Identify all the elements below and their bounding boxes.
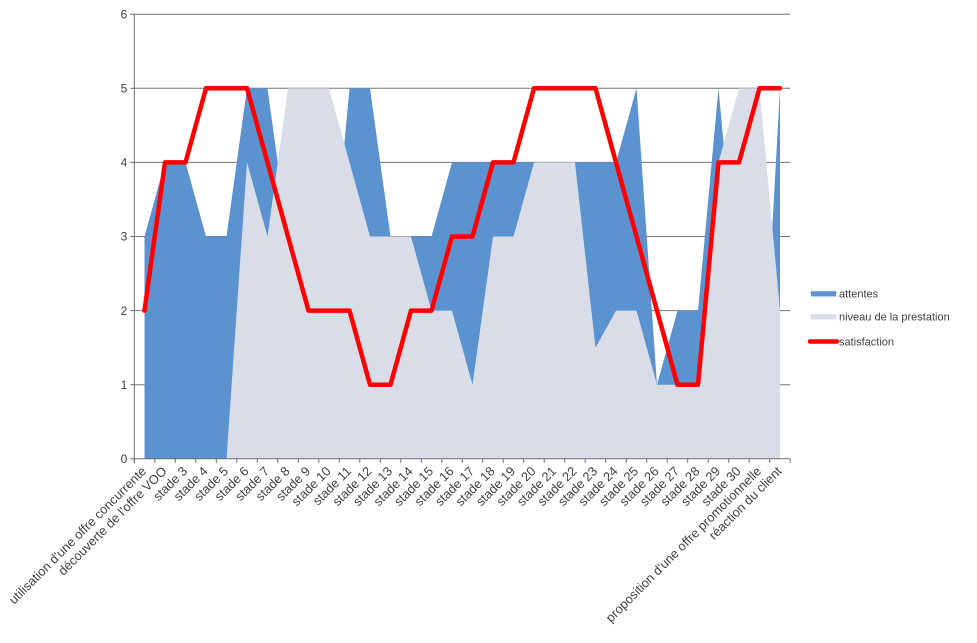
svg-text:attentes: attentes [839,289,879,301]
svg-text:6: 6 [121,7,128,21]
svg-text:2: 2 [121,304,128,318]
svg-text:3: 3 [121,230,128,244]
svg-text:satisfaction: satisfaction [839,337,894,349]
svg-text:1: 1 [121,378,128,392]
svg-text:4: 4 [121,156,128,170]
svg-text:5: 5 [121,82,128,96]
svg-text:0: 0 [121,452,128,466]
svg-text:niveau de la prestation: niveau de la prestation [839,312,950,324]
